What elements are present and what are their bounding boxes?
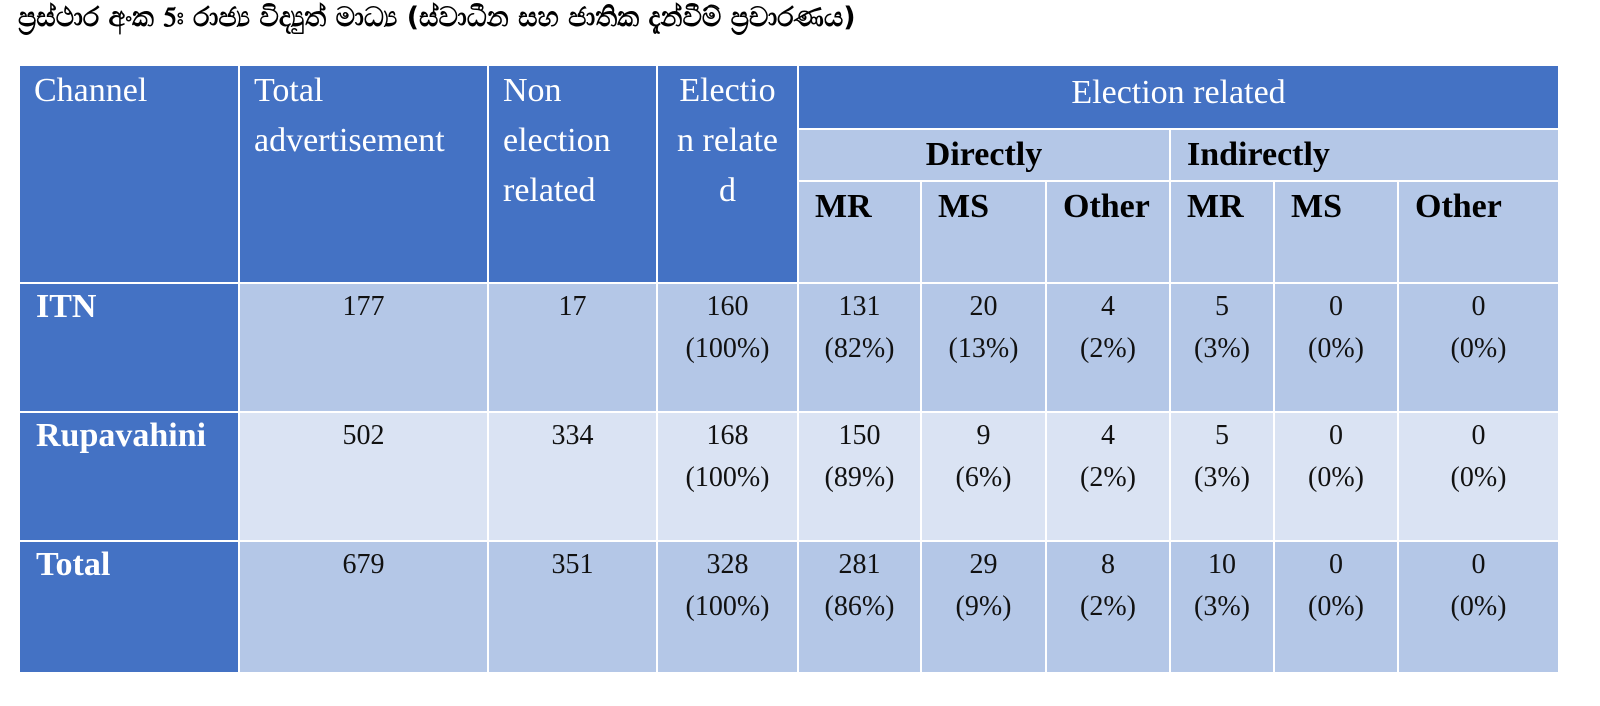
sub-header: MR: [1169, 180, 1275, 284]
share: (100%): [685, 462, 770, 493]
share: (89%): [824, 462, 895, 493]
cell: 168 (100%): [656, 411, 799, 542]
cell: 29 (9%): [920, 540, 1047, 674]
cell: 160 (100%): [656, 282, 799, 413]
header-cell: Channel: [18, 64, 240, 284]
row-label: Total: [18, 540, 240, 674]
header-group: Indirectly: [1168, 128, 1561, 182]
cell: 0 (0%): [1273, 540, 1399, 674]
share: (2%): [1080, 591, 1136, 622]
share: (100%): [685, 591, 770, 622]
cell: 502: [238, 411, 489, 542]
cell: 131 (82%): [797, 282, 922, 413]
count: 0: [1471, 420, 1486, 451]
cell: 20 (13%): [920, 282, 1047, 413]
count: 168: [706, 420, 749, 451]
count: 328: [706, 549, 749, 580]
cell: 334: [487, 411, 658, 542]
cell: 0 (0%): [1273, 411, 1399, 542]
count: 0: [1329, 549, 1343, 580]
share: (86%): [824, 591, 895, 622]
share: (3%): [1194, 333, 1250, 364]
header-group: Directly: [797, 128, 1171, 182]
cell: 0 (0%): [1396, 282, 1561, 413]
share: (0%): [1450, 462, 1507, 493]
cell: 679: [238, 540, 489, 674]
share: (3%): [1194, 462, 1250, 493]
share: (9%): [955, 591, 1012, 622]
table-row: Rupavahini 502 334 168 (100%) 150 (89%) 9 (6%) 4 (…: [18, 411, 1561, 542]
cell: 8 (2%): [1045, 540, 1171, 674]
sub-header: Other: [1396, 180, 1561, 284]
count: 150: [838, 420, 881, 451]
share: (100%): [685, 333, 770, 364]
cell: 0 (0%): [1396, 411, 1561, 542]
cell: 281 (86%): [797, 540, 922, 674]
count: 8: [1101, 549, 1115, 580]
header-cell: Non election related: [487, 64, 658, 284]
count: 4: [1101, 420, 1115, 451]
cell: 9 (6%): [920, 411, 1047, 542]
count: 10: [1208, 549, 1236, 580]
header-cell: Total advertisement: [238, 64, 489, 284]
cell: 177: [238, 282, 489, 413]
count: 281: [838, 549, 881, 580]
share: (0%): [1308, 591, 1364, 622]
sub-header: MS: [1273, 180, 1399, 284]
share: (0%): [1308, 333, 1364, 364]
share: (0%): [1308, 462, 1364, 493]
cell: 17: [487, 282, 658, 413]
count: 29: [969, 549, 998, 580]
count: 9: [976, 420, 991, 451]
table-row: Total 679 351 328 (100%) 281 (86%) 29 (9%) 8 (2%) 1…: [18, 540, 1561, 674]
header-cell: Election related: [656, 64, 799, 284]
header-group: Election related: [796, 64, 1561, 130]
sub-header: Other: [1045, 180, 1171, 284]
share: (82%): [824, 333, 895, 364]
count: 160: [706, 291, 749, 322]
share: (3%): [1194, 591, 1250, 622]
share: (13%): [948, 333, 1019, 364]
cell: 351: [487, 540, 658, 674]
count: 20: [969, 291, 998, 322]
count: 5: [1215, 420, 1229, 451]
table-row: ITN 177 17 160 (100%) 131 (82%) 20 (13%) 4 (2%) 5 (3…: [18, 282, 1561, 413]
count: 5: [1215, 291, 1229, 322]
count: 0: [1329, 291, 1343, 322]
cell: 10 (3%): [1169, 540, 1275, 674]
row-label: ITN: [18, 282, 240, 413]
share: (6%): [955, 462, 1012, 493]
cell: 5 (3%): [1169, 411, 1275, 542]
count: 0: [1471, 291, 1486, 322]
row-label: Rupavahini: [18, 411, 240, 542]
sub-header: MR: [797, 180, 922, 284]
cell: 0 (0%): [1396, 540, 1561, 674]
count: 4: [1101, 291, 1115, 322]
share: (2%): [1080, 333, 1136, 364]
cell: 5 (3%): [1169, 282, 1275, 413]
cell: 328 (100%): [656, 540, 799, 674]
cell: 0 (0%): [1273, 282, 1399, 413]
share: (0%): [1450, 333, 1507, 364]
count: 0: [1329, 420, 1343, 451]
count: 131: [838, 291, 881, 322]
count: 0: [1471, 549, 1486, 580]
cell: 150 (89%): [797, 411, 922, 542]
cell: 4 (2%): [1045, 411, 1171, 542]
data-table: Channel Total advertisement Non election…: [18, 64, 1561, 674]
share: (0%): [1450, 591, 1507, 622]
share: (2%): [1080, 462, 1136, 493]
title: ප්‍රස්ථාර අංක 5ඃ රාජ්‍ය විද්‍යුත් මාධ්‍ය…: [18, 2, 856, 33]
sub-header: MS: [920, 180, 1047, 284]
cell: 4 (2%): [1045, 282, 1171, 413]
